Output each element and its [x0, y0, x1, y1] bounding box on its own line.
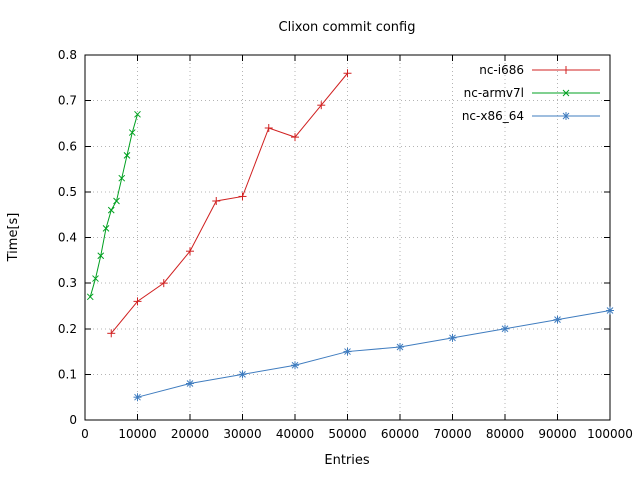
legend-sample — [532, 112, 600, 120]
x-tick-label: 20000 — [171, 427, 209, 441]
legend-sample — [532, 66, 600, 74]
x-tick-label: 50000 — [328, 427, 366, 441]
x-tick-label: 100000 — [587, 427, 633, 441]
y-tick-label: 0.3 — [58, 276, 77, 290]
y-axis-label: Time[s] — [6, 213, 21, 263]
legend-label: nc-armv7l — [464, 86, 524, 100]
y-tick-label: 0.7 — [58, 94, 77, 108]
y-tick-label: 0.2 — [58, 322, 77, 336]
x-tick-label: 40000 — [276, 427, 314, 441]
y-tick-label: 0.8 — [58, 48, 77, 62]
y-tick-label: 0.4 — [58, 231, 77, 245]
x-tick-label: 90000 — [538, 427, 576, 441]
grid-lines — [84, 54, 611, 421]
legend: nc-i686 nc-armv7l nc-x86_64 — [462, 63, 600, 123]
y-tick-label: 0.6 — [58, 139, 77, 153]
legend-label: nc-x86_64 — [462, 109, 524, 123]
x-tick-label: 70000 — [433, 427, 471, 441]
x-tick-label: 10000 — [118, 427, 156, 441]
y-tick-label: 0.1 — [58, 367, 77, 381]
legend-sample — [532, 89, 600, 97]
legend-item-nc-x86_64: nc-x86_64 — [462, 109, 600, 123]
plot-border — [84, 54, 611, 421]
y-tick-label: 0 — [69, 413, 77, 427]
x-tick-label: 60000 — [381, 427, 419, 441]
legend-item-nc-armv7l: nc-armv7l — [464, 86, 600, 100]
chart-title: Clixon commit config — [279, 20, 416, 35]
axis-ticks — [84, 54, 611, 421]
y-tick-label: 0.5 — [58, 185, 77, 199]
plot-layer: 0 10000 20000 30000 40000 50000 60000 70000 8000… — [58, 48, 633, 441]
x-tick-label: 30000 — [223, 427, 261, 441]
series-nc-i686 — [107, 69, 352, 338]
x-tick-label: 0 — [81, 427, 89, 441]
legend-item-nc-i686: nc-i686 — [479, 63, 600, 77]
series-nc-armv7l — [86, 110, 141, 301]
series-nc-x86_64 — [133, 306, 614, 402]
legend-label: nc-i686 — [479, 63, 524, 77]
x-axis-label: Entries — [324, 453, 370, 468]
x-tick-label: 80000 — [486, 427, 524, 441]
